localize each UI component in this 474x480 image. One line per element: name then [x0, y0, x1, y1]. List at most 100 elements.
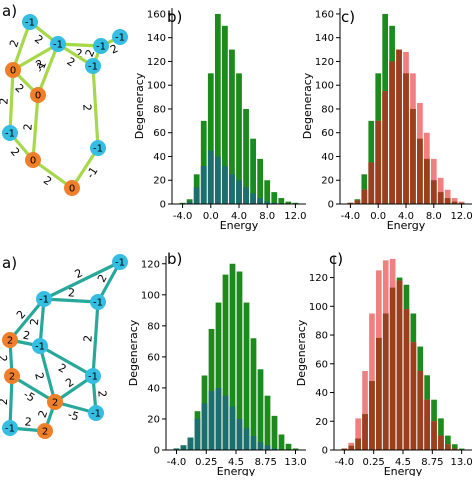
x-tick-label: -4.0 [341, 211, 361, 222]
bar-green [285, 443, 292, 450]
bar-salmon [451, 198, 458, 204]
graph-edge [43, 260, 121, 301]
bar-overlap [423, 158, 430, 204]
bar-teal [257, 198, 264, 204]
graph-node-label: 0 [35, 91, 41, 102]
x-axis-label: Energy [387, 219, 426, 232]
graph-edge-label: -1 [33, 59, 49, 74]
graph-edge [43, 297, 99, 304]
bar-overlap [437, 192, 444, 204]
bar-overlap [362, 414, 368, 450]
panel-label-top-a: a) [2, 2, 17, 20]
graph-edge [38, 345, 57, 403]
x-tick-label: -4.0 [335, 457, 355, 468]
x-axis-label: Energy [217, 465, 256, 476]
graph-edge-label: 2 [7, 38, 22, 49]
bar-salmon [362, 370, 368, 450]
bar-overlap [445, 444, 451, 450]
graph-node [4, 368, 20, 384]
bar-teal [236, 180, 242, 204]
x-tick-label: -4.0 [167, 457, 187, 468]
bar-teal [186, 201, 193, 204]
bar-teal [180, 445, 187, 450]
bar-overlap [410, 108, 416, 204]
bar-teal [236, 418, 243, 450]
bar-teal [229, 174, 235, 204]
graph-node-label: -1 [5, 424, 15, 435]
graph-node [90, 140, 106, 156]
bar-teal [271, 448, 278, 450]
bar-teal [250, 436, 257, 450]
bar-overlap [403, 309, 410, 450]
y-tick-label: 100 [147, 81, 166, 92]
bar-overlap [396, 280, 403, 450]
chart-bottom-c: 0 20 40 60 80 100 120 -4.0 0.25 4.5 8.75 13.0 Energy… [295, 256, 473, 478]
x-tick-label: -4.0 [173, 211, 193, 222]
x-axis-label: Energy [220, 219, 259, 232]
bar-green [271, 415, 278, 450]
panel-label-bottom-a: a) [2, 254, 17, 272]
bar-teal [187, 437, 194, 450]
graph-node-label: -1 [35, 342, 45, 353]
bar-green [361, 174, 368, 204]
graph-edge [11, 374, 56, 404]
graph-node-label: -1 [91, 409, 101, 420]
graph-edge-label: 2 [80, 104, 93, 112]
bar-salmon [444, 189, 451, 204]
bar-green [285, 201, 292, 204]
graph-edge-label: 2 [32, 371, 46, 381]
bar-green [208, 328, 215, 450]
bar-green [278, 434, 285, 450]
x-axis-label: Energy [384, 465, 423, 476]
graph-node-label: -1 [115, 33, 125, 44]
chart-top-c: 0 20 40 60 80 100 120 140 160 -4.0 0.0 4.0 8.0 12.0 En… [301, 8, 473, 232]
graph-node [22, 14, 38, 30]
y-tick-label: 100 [141, 290, 160, 301]
graph-edge [32, 158, 73, 190]
bar-teal [222, 165, 228, 204]
y-axis-label: Degeneracy [133, 72, 146, 139]
bar-teal [229, 406, 236, 450]
graph-node [5, 62, 21, 78]
graph-edge-label: 2 [22, 329, 31, 343]
bar-overlap [417, 370, 424, 450]
y-tick-label: 120 [141, 259, 160, 270]
graph-edge-label: -5 [66, 408, 80, 423]
bar-green [179, 202, 186, 204]
graph-edge [8, 375, 14, 429]
bar-green [243, 108, 249, 204]
graph-node [37, 423, 53, 439]
bar-green [250, 338, 257, 450]
graph-node-label: 2 [7, 336, 13, 347]
y-axis-label: Degeneracy [295, 319, 308, 386]
bar-green [257, 158, 264, 204]
bar-teal [215, 387, 222, 450]
bar-overlap [417, 138, 423, 204]
bar-green [207, 73, 214, 204]
y-tick-label: 0 [154, 446, 160, 457]
graph-edge [39, 344, 94, 378]
y-tick-label: 140 [147, 33, 166, 44]
graph-node [25, 152, 41, 168]
x-tick-label: 12.0 [450, 211, 472, 222]
bar-overlap [347, 202, 354, 204]
y-tick-label: 0 [322, 446, 328, 457]
y-tick-label: 60 [153, 128, 166, 139]
bar-green [229, 263, 236, 450]
graph-node [90, 294, 106, 310]
y-tick-label: 40 [315, 388, 328, 399]
bar-teal [214, 156, 221, 204]
bar-teal [194, 418, 201, 450]
x-tick-label: 4.5 [395, 457, 411, 468]
bar-overlap [382, 91, 389, 204]
panel-label-bottom-c: c) [329, 250, 343, 268]
bar-teal [201, 403, 208, 450]
graph-edge-label: 2 [28, 318, 42, 326]
bar-overlap [444, 198, 451, 204]
bar-green [200, 120, 207, 204]
bar-green [264, 180, 271, 204]
graph-node-label: -1 [53, 40, 63, 51]
graph-node [88, 405, 104, 421]
